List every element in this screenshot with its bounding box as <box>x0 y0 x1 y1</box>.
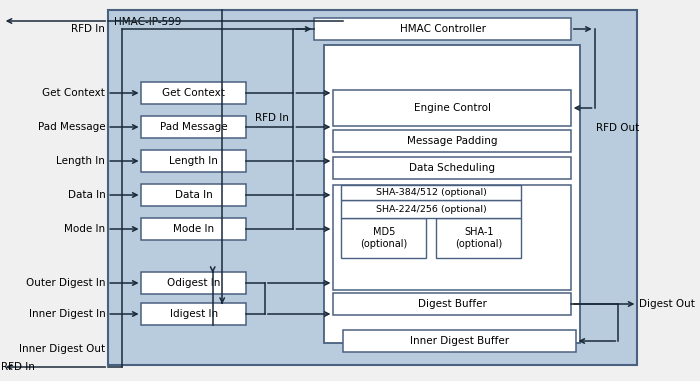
Text: Data In: Data In <box>175 190 213 200</box>
Text: Digest Out: Digest Out <box>639 299 695 309</box>
Text: Engine Control: Engine Control <box>414 103 491 113</box>
Text: HMAC-IP-599: HMAC-IP-599 <box>114 17 181 27</box>
Bar <box>324 45 580 343</box>
Bar <box>333 185 570 290</box>
Text: Data Scheduling: Data Scheduling <box>409 163 495 173</box>
Text: RFD In: RFD In <box>1 362 35 372</box>
Bar <box>141 82 246 104</box>
Bar <box>141 184 246 206</box>
Text: SHA-224/256 (optional): SHA-224/256 (optional) <box>376 205 486 213</box>
Bar <box>341 200 522 218</box>
Text: SHA-1
(optional): SHA-1 (optional) <box>455 227 503 249</box>
Text: Get Context: Get Context <box>43 88 106 98</box>
Bar <box>108 10 637 365</box>
Text: Digest Buffer: Digest Buffer <box>418 299 486 309</box>
Bar <box>333 90 570 126</box>
Text: RFD In: RFD In <box>255 113 288 123</box>
Text: RFD Out: RFD Out <box>596 123 640 133</box>
Bar <box>141 303 246 325</box>
Bar <box>333 130 570 152</box>
Text: Inner Digest Out: Inner Digest Out <box>19 344 106 354</box>
Bar <box>341 185 522 200</box>
Text: Length In: Length In <box>169 156 218 166</box>
Text: Odigest In: Odigest In <box>167 278 220 288</box>
Bar <box>436 218 522 258</box>
Text: Pad Message: Pad Message <box>38 122 106 132</box>
Text: Data In: Data In <box>68 190 106 200</box>
Text: Pad Message: Pad Message <box>160 122 228 132</box>
Text: Mode In: Mode In <box>173 224 214 234</box>
Bar <box>341 218 426 258</box>
Text: Outer Digest In: Outer Digest In <box>26 278 106 288</box>
Text: Hash Calculation: Hash Calculation <box>408 190 496 200</box>
Bar <box>141 272 246 294</box>
Bar <box>333 157 570 179</box>
Text: Mode In: Mode In <box>64 224 106 234</box>
Text: MD5
(optional): MD5 (optional) <box>360 227 407 249</box>
Text: Length In: Length In <box>57 156 106 166</box>
Bar <box>314 18 570 40</box>
Text: Inner Digest In: Inner Digest In <box>29 309 106 319</box>
Text: Inner Digest Buffer: Inner Digest Buffer <box>410 336 509 346</box>
Text: HMAC Controller: HMAC Controller <box>400 24 486 34</box>
Text: SHA-384/512 (optional): SHA-384/512 (optional) <box>376 188 486 197</box>
Text: RFD In: RFD In <box>71 24 106 34</box>
Bar <box>333 293 570 315</box>
Bar <box>141 218 246 240</box>
Text: Idigest In: Idigest In <box>169 309 218 319</box>
Bar <box>343 330 575 352</box>
Text: Message Padding: Message Padding <box>407 136 497 146</box>
Text: Get Context: Get Context <box>162 88 225 98</box>
Bar <box>141 150 246 172</box>
Bar <box>141 116 246 138</box>
